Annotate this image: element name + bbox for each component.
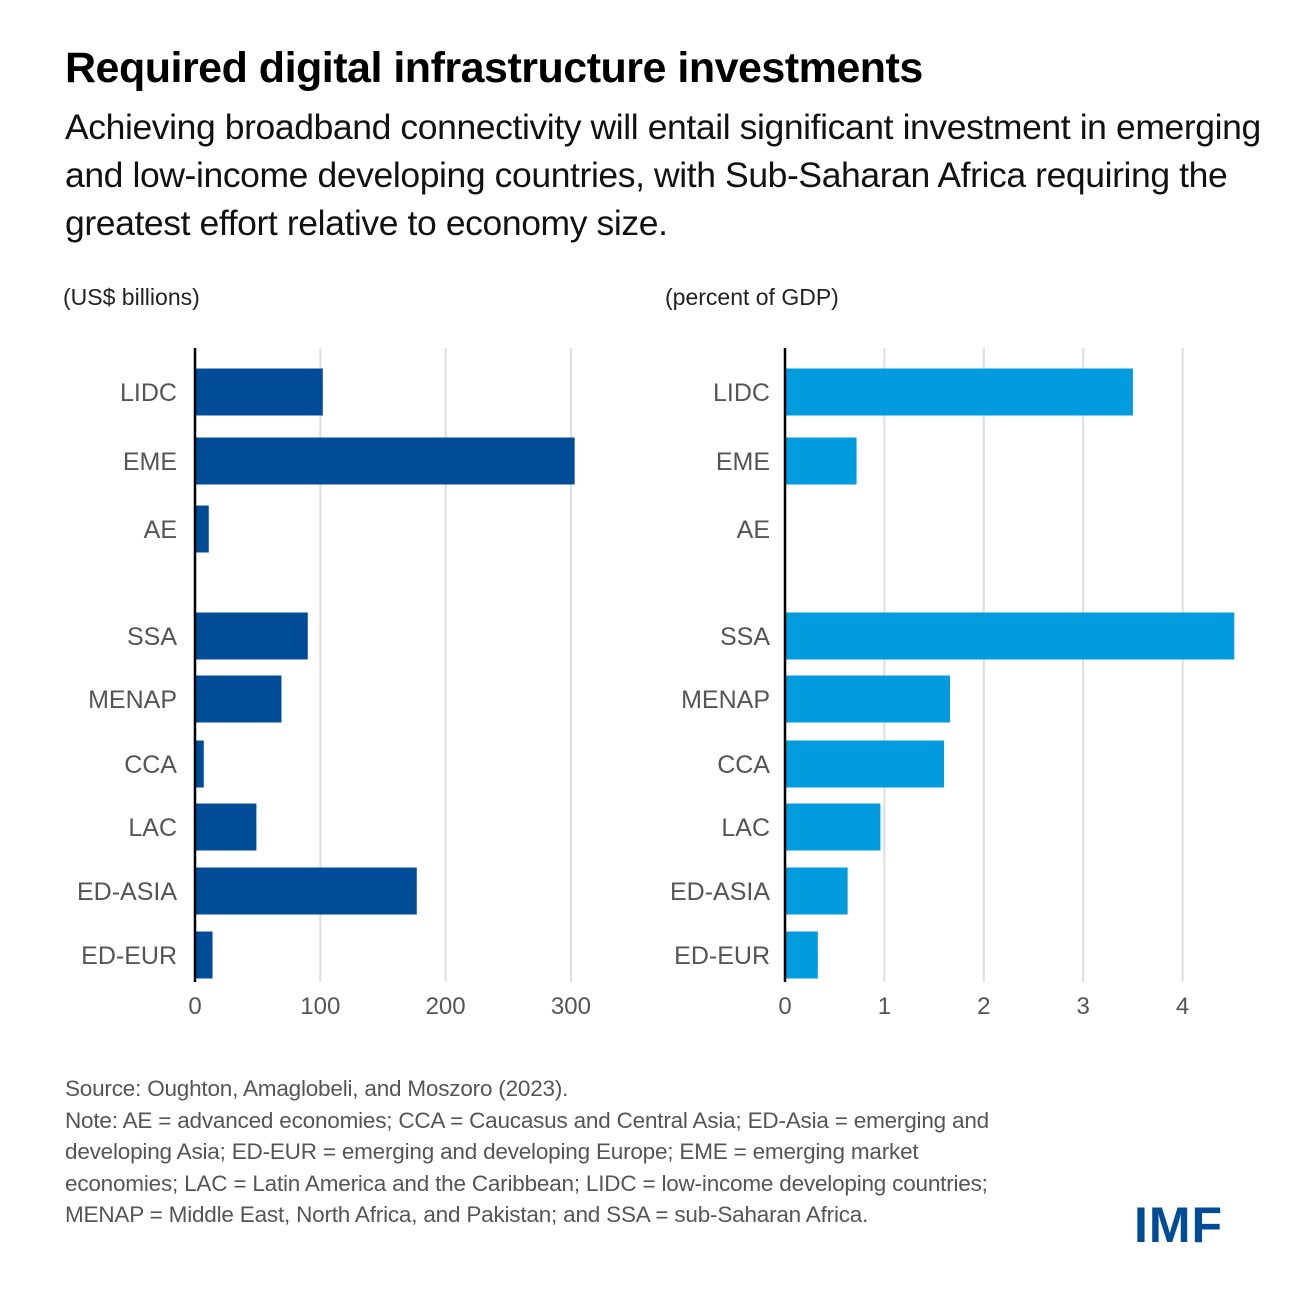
right-category-label: ED-EUR <box>674 942 770 970</box>
right-bar-menap <box>785 675 951 723</box>
left-x-tick-label: 200 <box>426 993 466 1020</box>
left-bar-cca <box>195 740 204 788</box>
source-text: Source: Oughton, Amaglobeli, and Moszoro… <box>65 1076 569 1101</box>
note-text: Note: AE = advanced economies; CCA = Cau… <box>65 1107 989 1228</box>
imf-logo: IMF <box>1134 1197 1224 1253</box>
left-bar-ssa <box>195 612 308 660</box>
right-category-label: ED-ASIA <box>670 878 770 906</box>
left-bar-lidc <box>195 368 323 416</box>
left-category-label: ED-EUR <box>81 942 177 970</box>
right-bar-ed-eur <box>785 931 818 979</box>
right-category-label: EME <box>716 448 770 476</box>
left-x-tick-label: 0 <box>188 993 201 1020</box>
left-x-tick-label: 100 <box>300 993 340 1020</box>
left-category-label: LAC <box>128 814 177 842</box>
left-category-label: LIDC <box>120 379 177 407</box>
right-category-label: LIDC <box>713 379 770 407</box>
right-bar-eme <box>785 437 857 485</box>
left-category-label: EME <box>123 448 177 476</box>
right-x-tick-label: 0 <box>778 993 791 1020</box>
right-bar-lidc <box>785 368 1133 416</box>
left-x-tick-label: 300 <box>551 993 591 1020</box>
left-panel-unit-label: (US$ billions) <box>63 284 200 310</box>
left-category-label: ED-ASIA <box>77 878 177 906</box>
left-bar-menap <box>195 675 282 723</box>
chart-subtitle: Achieving broadband connectivity will en… <box>65 107 1261 243</box>
right-panel-unit-label: (percent of GDP) <box>665 284 839 310</box>
right-category-label: LAC <box>721 814 770 842</box>
right-bar-ssa <box>785 612 1235 660</box>
right-bar-cca <box>785 740 945 788</box>
left-bar-lac <box>195 803 257 851</box>
right-category-label: MENAP <box>681 686 770 714</box>
chart-title: Required digital infrastructure investme… <box>65 44 923 92</box>
footnote: Source: Oughton, Amaglobeli, and Moszoro… <box>65 1073 1005 1231</box>
left-category-label: SSA <box>127 623 177 651</box>
left-category-label: AE <box>144 516 177 544</box>
left-bar-eme <box>195 437 575 485</box>
right-x-tick-label: 1 <box>878 993 891 1020</box>
right-bar-lac <box>785 803 881 851</box>
right-x-tick-label: 2 <box>977 993 990 1020</box>
right-category-label: SSA <box>720 623 770 651</box>
right-x-tick-label: 3 <box>1077 993 1090 1020</box>
left-category-label: CCA <box>124 751 177 779</box>
left-bar-ed-asia <box>195 867 417 915</box>
left-bar-ae <box>195 505 209 553</box>
right-x-tick-label: 4 <box>1176 993 1189 1020</box>
right-bar-ed-asia <box>785 867 848 915</box>
right-category-label: AE <box>737 516 770 544</box>
left-category-label: MENAP <box>88 686 177 714</box>
right-category-label: CCA <box>717 751 770 779</box>
left-bar-ed-eur <box>195 931 213 979</box>
